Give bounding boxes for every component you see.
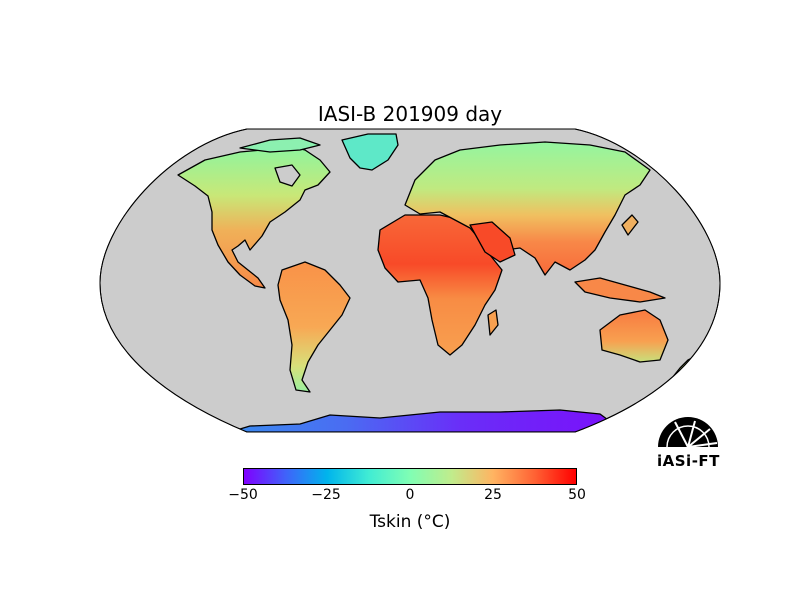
colorbar-tick: 50 <box>568 487 586 503</box>
greenland <box>341 133 399 171</box>
colorbar-label: Tskin (°C) <box>369 512 451 532</box>
madagascar <box>487 309 499 336</box>
map-title: IASI-B 201909 day <box>317 102 503 126</box>
iasi-ft-logo-icon <box>658 417 718 448</box>
arctic-islands <box>239 137 321 153</box>
australia <box>599 309 669 363</box>
southeast-asia-islands <box>574 277 666 303</box>
map-boundary <box>99 128 721 433</box>
colorbar-gradient <box>244 469 576 484</box>
colorbar-tick: 25 <box>484 487 502 503</box>
japan <box>621 214 639 236</box>
colorbar-tick: −50 <box>228 487 258 503</box>
south-america <box>277 261 351 393</box>
colorbar-tick: −25 <box>311 487 341 503</box>
arabian-peninsula <box>469 221 516 263</box>
colorbar <box>243 468 577 485</box>
logo-text: iASi-FT <box>657 452 720 470</box>
hudson-bay <box>274 164 301 187</box>
colorbar-tick: 0 <box>405 487 415 503</box>
